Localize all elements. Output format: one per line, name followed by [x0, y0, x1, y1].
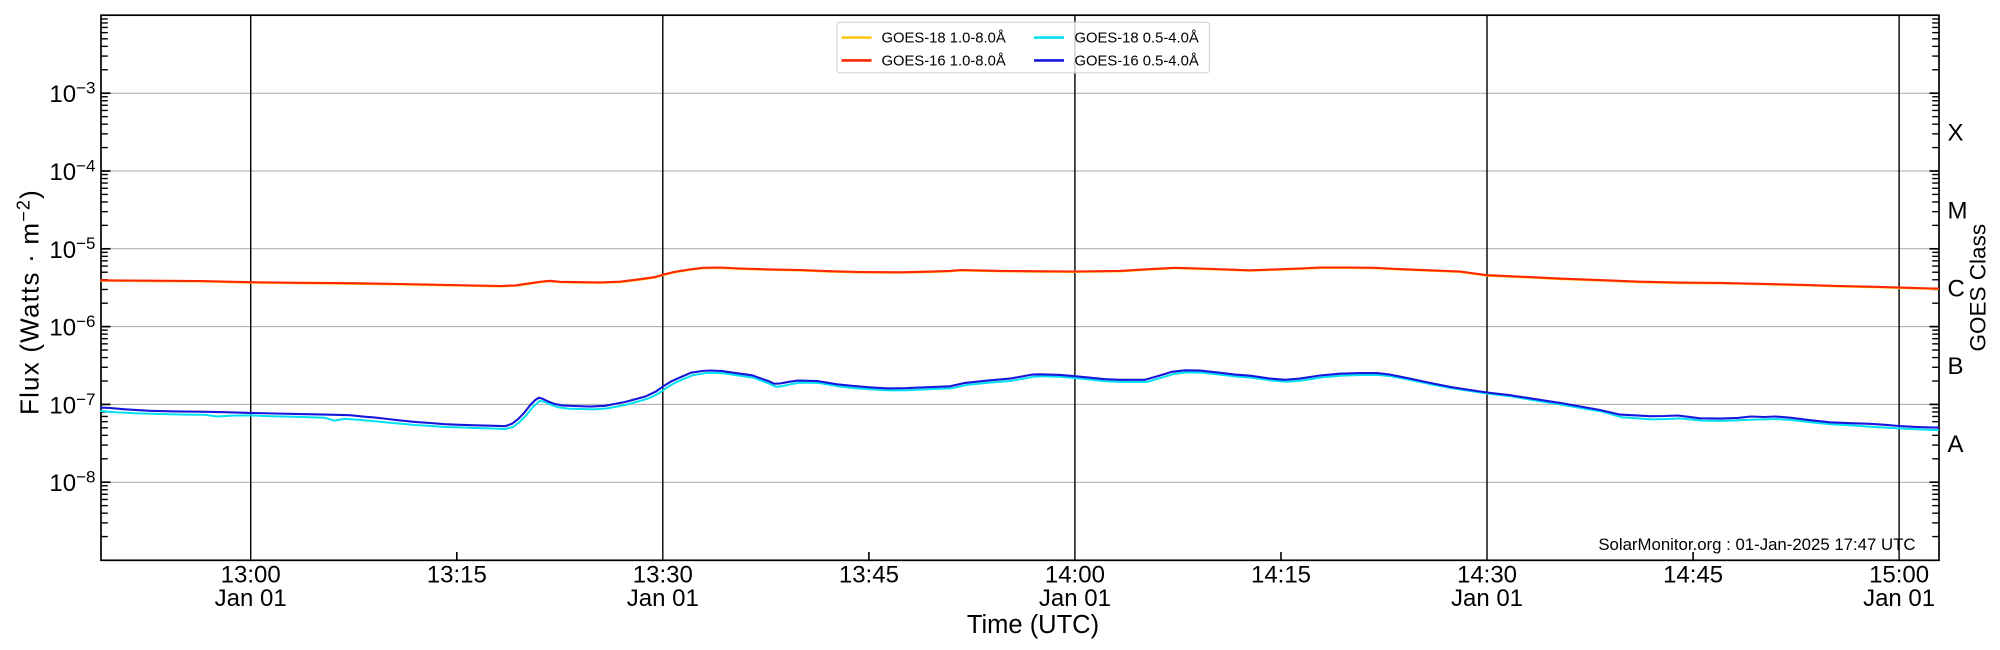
svg-text:13:30: 13:30 [633, 562, 693, 589]
svg-text:10−5: 10−5 [49, 234, 95, 264]
svg-text:Time (UTC): Time (UTC) [967, 611, 1099, 639]
svg-text:GOES-18 1.0-8.0Å: GOES-18 1.0-8.0Å [882, 30, 1006, 47]
svg-text:GOES-16 0.5-4.0Å: GOES-16 0.5-4.0Å [1075, 52, 1199, 69]
svg-text:GOES-18 0.5-4.0Å: GOES-18 0.5-4.0Å [1075, 30, 1199, 47]
svg-text:14:15: 14:15 [1251, 562, 1311, 589]
svg-text:Jan 01: Jan 01 [215, 585, 287, 612]
svg-text:C: C [1948, 275, 1965, 302]
svg-text:GOES Class: GOES Class [1966, 224, 1991, 352]
svg-text:Jan 01: Jan 01 [1451, 585, 1523, 612]
svg-text:14:00: 14:00 [1045, 562, 1105, 589]
svg-text:15:00: 15:00 [1869, 562, 1929, 589]
svg-text:B: B [1948, 353, 1964, 380]
svg-text:M: M [1948, 198, 1968, 225]
svg-text:14:45: 14:45 [1663, 562, 1723, 589]
svg-text:Jan 01: Jan 01 [1863, 585, 1935, 612]
svg-text:13:15: 13:15 [427, 562, 487, 589]
svg-text:Jan 01: Jan 01 [627, 585, 699, 612]
svg-text:Flux (Watts · m−2): Flux (Watts · m−2) [13, 189, 44, 415]
svg-text:10−7: 10−7 [49, 390, 95, 420]
svg-text:Jan 01: Jan 01 [1039, 585, 1111, 612]
svg-text:13:45: 13:45 [839, 562, 899, 589]
svg-text:14:30: 14:30 [1457, 562, 1517, 589]
svg-text:SolarMonitor.org : 01-Jan-2025: SolarMonitor.org : 01-Jan-2025 17:47 UTC [1598, 535, 1915, 554]
svg-text:13:00: 13:00 [221, 562, 281, 589]
svg-text:GOES-16 1.0-8.0Å: GOES-16 1.0-8.0Å [882, 52, 1006, 69]
svg-text:X: X [1948, 120, 1964, 147]
svg-text:A: A [1948, 431, 1964, 458]
